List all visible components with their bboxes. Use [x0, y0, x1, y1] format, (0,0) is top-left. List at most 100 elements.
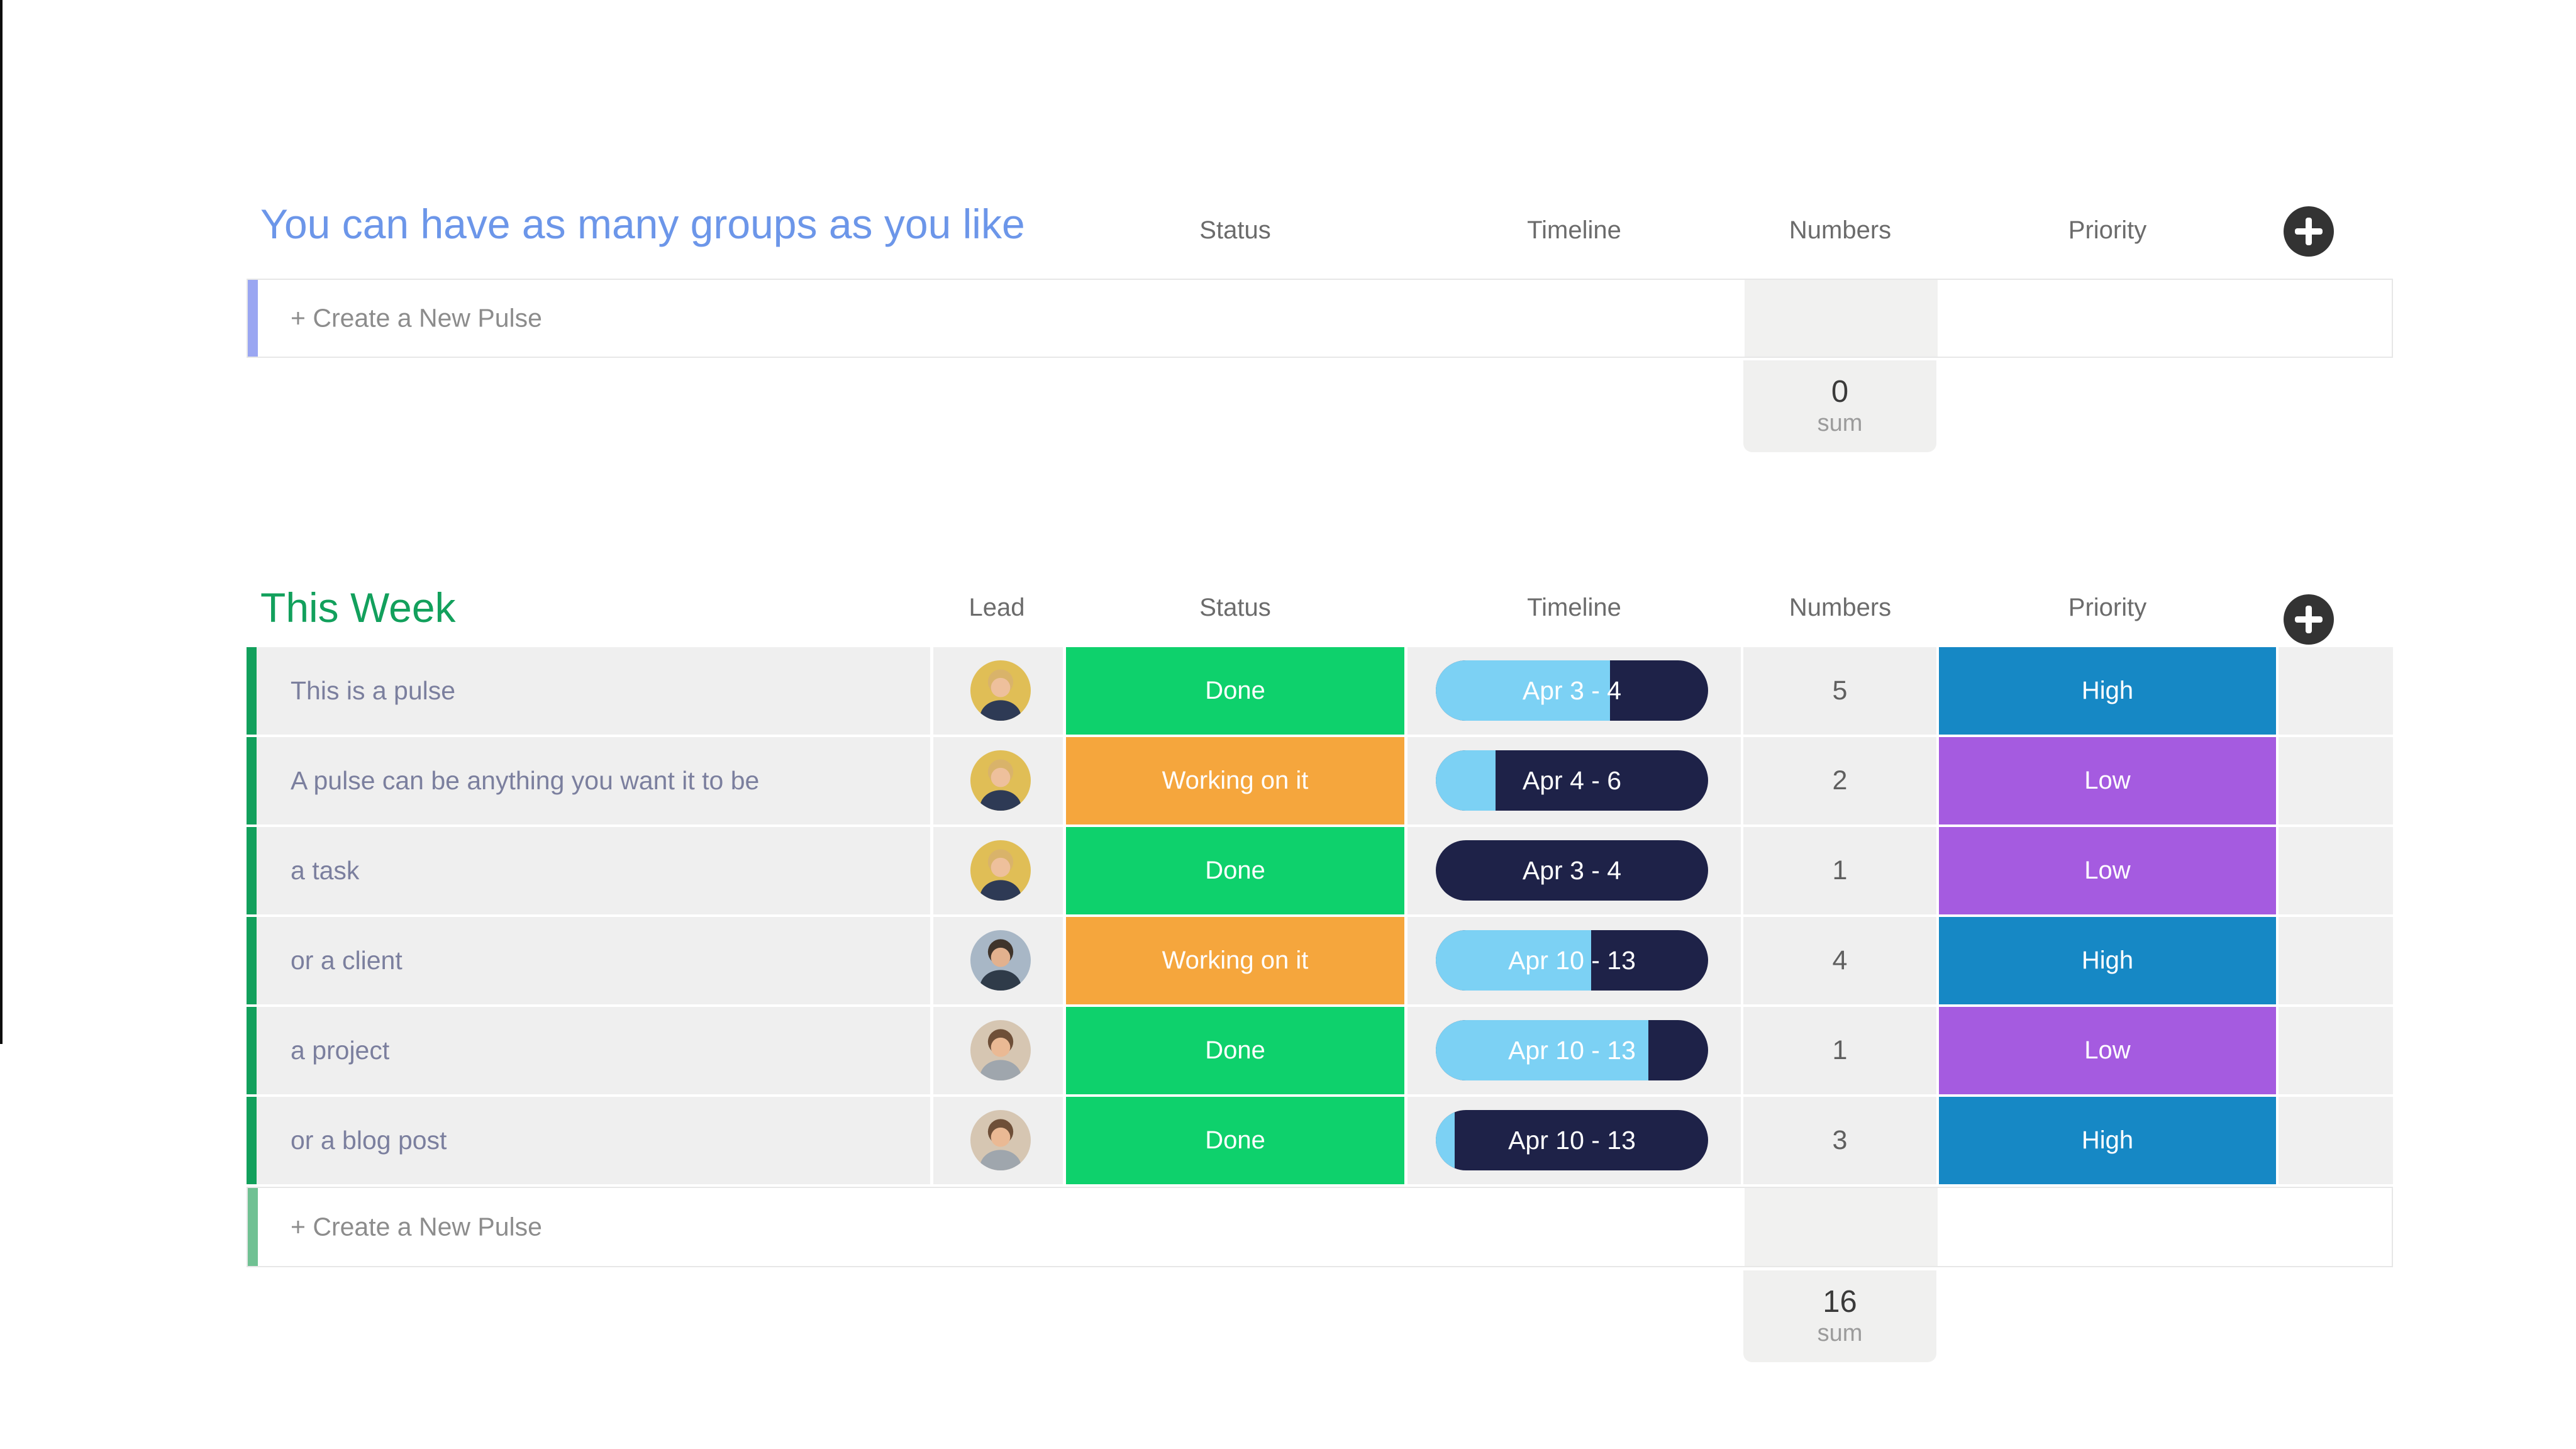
add-column-button-g1[interactable] [2283, 206, 2334, 257]
pulse-row-4: or a client Working on it Apr 10 - 13 4 … [247, 917, 2393, 1004]
numbers-cell[interactable]: 2 [1743, 737, 1936, 824]
board: You can have as many groups as you like … [247, 0, 2393, 1449]
timeline-label: Apr 3 - 4 [1522, 675, 1622, 705]
timeline-progress-fill [1436, 930, 1591, 991]
priority-cell[interactable]: Low [1939, 1007, 2276, 1094]
priority-cell[interactable]: High [1939, 917, 2276, 1004]
timeline-label: Apr 10 - 13 [1508, 1035, 1636, 1065]
column-header-timeline-g2[interactable]: Timeline [1527, 594, 1621, 621]
row-tail-cell [2279, 1007, 2393, 1094]
status-cell[interactable]: Working on it [1066, 737, 1404, 824]
timeline-cell[interactable]: Apr 10 - 13 [1407, 1097, 1741, 1184]
lead-avatar[interactable] [970, 750, 1031, 811]
timeline-pill[interactable]: Apr 10 - 13 [1436, 1110, 1708, 1170]
pulse-name-cell[interactable]: A pulse can be anything you want it to b… [247, 737, 930, 824]
lead-avatar[interactable] [970, 1110, 1031, 1170]
group-title-1[interactable]: You can have as many groups as you like [260, 201, 1025, 247]
create-pulse-row-g1[interactable]: + Create a New Pulse [247, 279, 2393, 358]
column-header-timeline-g1[interactable]: Timeline [1527, 216, 1621, 244]
column-header-status-g1[interactable]: Status [1199, 216, 1271, 244]
group-color-bar [247, 737, 257, 824]
timeline-label: Apr 4 - 6 [1522, 765, 1622, 795]
numbers-column-strip [1745, 1188, 1938, 1266]
priority-cell[interactable]: Low [1939, 827, 2276, 914]
column-header-numbers-g2[interactable]: Numbers [1789, 594, 1892, 621]
priority-cell[interactable]: Low [1939, 737, 2276, 824]
group-color-bar [247, 917, 257, 1004]
status-cell[interactable]: Done [1066, 827, 1404, 914]
pulse-name-cell[interactable]: This is a pulse [247, 647, 930, 735]
row-tail-cell [2279, 647, 2393, 735]
group-title-2[interactable]: This Week [260, 584, 456, 631]
timeline-cell[interactable]: Apr 4 - 6 [1407, 737, 1741, 824]
lead-cell[interactable] [933, 917, 1063, 1004]
column-header-lead-g2[interactable]: Lead [969, 594, 1025, 621]
pulse-name: a project [291, 1036, 390, 1065]
column-header-status-g2[interactable]: Status [1199, 594, 1271, 621]
pulse-name: This is a pulse [291, 676, 456, 705]
pulse-row-6: or a blog post Done Apr 10 - 13 3 High [247, 1097, 2393, 1184]
sum-value: 16 [1823, 1285, 1857, 1319]
numbers-cell[interactable]: 3 [1743, 1097, 1936, 1184]
status-cell[interactable]: Done [1066, 1007, 1404, 1094]
sum-label: sum [1817, 410, 1863, 437]
numbers-cell[interactable]: 1 [1743, 1007, 1936, 1094]
lead-cell[interactable] [933, 737, 1063, 824]
pulse-name-cell[interactable]: a task [247, 827, 930, 914]
group-color-bar [247, 827, 257, 914]
timeline-cell[interactable]: Apr 10 - 13 [1407, 1007, 1741, 1094]
lead-cell[interactable] [933, 1097, 1063, 1184]
timeline-cell[interactable]: Apr 3 - 4 [1407, 647, 1741, 735]
screen-edge-artifact [0, 0, 3, 1044]
pulse-name: or a client [291, 946, 402, 975]
timeline-progress-fill [1436, 1110, 1455, 1170]
status-cell[interactable]: Done [1066, 1097, 1404, 1184]
timeline-pill[interactable]: Apr 3 - 4 [1436, 660, 1708, 721]
status-cell[interactable]: Done [1066, 647, 1404, 735]
create-pulse-label: + Create a New Pulse [291, 1212, 542, 1241]
plus-icon [2283, 206, 2334, 259]
timeline-label: Apr 10 - 13 [1508, 1125, 1636, 1155]
group-color-bar [248, 1188, 258, 1266]
lead-avatar[interactable] [970, 1020, 1031, 1080]
numbers-cell[interactable]: 1 [1743, 827, 1936, 914]
timeline-pill[interactable]: Apr 3 - 4 [1436, 840, 1708, 901]
lead-cell[interactable] [933, 827, 1063, 914]
group-color-bar [247, 647, 257, 735]
priority-cell[interactable]: High [1939, 1097, 2276, 1184]
status-cell[interactable]: Working on it [1066, 917, 1404, 1004]
pulse-name: A pulse can be anything you want it to b… [291, 766, 760, 795]
lead-cell[interactable] [933, 647, 1063, 735]
add-column-button-g2[interactable] [2283, 594, 2334, 645]
column-header-priority-g1[interactable]: Priority [2068, 216, 2147, 244]
create-pulse-row-g2[interactable]: + Create a New Pulse [247, 1187, 2393, 1267]
lead-avatar[interactable] [970, 840, 1031, 901]
timeline-pill[interactable]: Apr 4 - 6 [1436, 750, 1708, 811]
pulse-row-1: This is a pulse Done Apr 3 - 4 5 High [247, 647, 2393, 735]
timeline-pill[interactable]: Apr 10 - 13 [1436, 930, 1708, 991]
pulse-row-3: a task Done Apr 3 - 4 1 Low [247, 827, 2393, 914]
pulse-name: or a blog post [291, 1126, 447, 1155]
pulse-row-5: a project Done Apr 10 - 13 1 Low [247, 1007, 2393, 1094]
numbers-cell[interactable]: 5 [1743, 647, 1936, 735]
timeline-progress-fill [1436, 1020, 1648, 1080]
priority-cell[interactable]: High [1939, 647, 2276, 735]
timeline-pill[interactable]: Apr 10 - 13 [1436, 1020, 1708, 1080]
row-tail-cell [2279, 827, 2393, 914]
lead-avatar[interactable] [970, 660, 1031, 721]
timeline-cell[interactable]: Apr 3 - 4 [1407, 827, 1741, 914]
pulse-name-cell[interactable]: a project [247, 1007, 930, 1094]
pulse-name-cell[interactable]: or a client [247, 917, 930, 1004]
numbers-cell[interactable]: 4 [1743, 917, 1936, 1004]
pulse-name-cell[interactable]: or a blog post [247, 1097, 930, 1184]
timeline-cell[interactable]: Apr 10 - 13 [1407, 917, 1741, 1004]
lead-avatar[interactable] [970, 930, 1031, 991]
column-header-numbers-g1[interactable]: Numbers [1789, 216, 1892, 244]
group-color-bar [248, 280, 258, 357]
lead-cell[interactable] [933, 1007, 1063, 1094]
column-header-priority-g2[interactable]: Priority [2068, 594, 2147, 621]
row-tail-cell [2279, 737, 2393, 824]
numbers-sum-box-g2: 16 sum [1743, 1270, 1936, 1362]
timeline-progress-fill [1436, 750, 1496, 811]
